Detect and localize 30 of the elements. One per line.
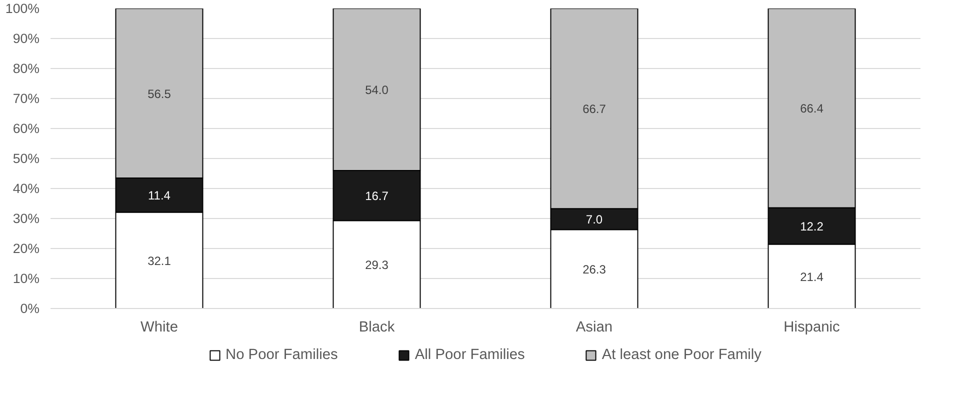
data-label: 11.4 [148, 188, 171, 203]
data-label: 21.4 [800, 270, 824, 284]
y-tick-label: 0% [20, 301, 40, 316]
y-tick-label: 80% [12, 61, 40, 76]
data-label: 26.3 [582, 262, 606, 277]
data-label: 12.2 [800, 220, 824, 234]
y-tick-label: 40% [12, 181, 40, 196]
x-tick-label: Asian [576, 320, 613, 336]
legend-label: All Poor Families [414, 347, 525, 363]
legend-label: No Poor Families [225, 347, 338, 363]
y-tick-label: 70% [12, 91, 40, 106]
data-label: 29.3 [365, 258, 389, 272]
y-tick-label: 20% [12, 241, 40, 256]
y-tick-label: 60% [12, 121, 40, 136]
y-tick-label: 30% [12, 211, 40, 226]
x-tick-label: Hispanic [784, 320, 840, 336]
x-tick-label: Black [358, 320, 396, 336]
x-tick-label: White [140, 320, 178, 336]
legend-label: At least one Poor Family [602, 347, 762, 363]
data-label: 56.5 [148, 86, 172, 101]
y-tick-label: 50% [12, 151, 40, 166]
y-tick-label: 90% [12, 31, 40, 46]
data-label: 66.4 [800, 102, 824, 116]
data-label: 32.1 [148, 254, 172, 268]
data-label: 66.7 [582, 102, 606, 116]
data-label: 7.0 [586, 212, 603, 227]
y-tick-label: 100% [5, 1, 40, 16]
data-label: 16.7 [365, 189, 389, 204]
data-label: 54.0 [365, 83, 389, 97]
y-tick-label: 10% [12, 271, 40, 286]
